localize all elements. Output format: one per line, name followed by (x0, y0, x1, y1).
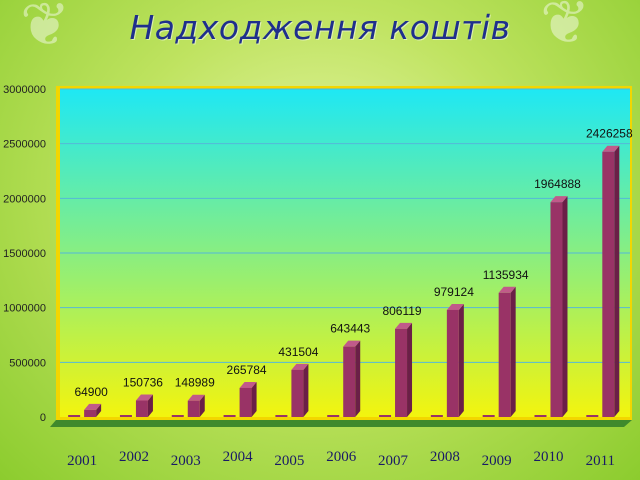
bar-side (303, 363, 309, 417)
y-tick-label: 2500000 (3, 139, 46, 151)
bar-top (395, 322, 413, 329)
bar-top (498, 286, 516, 293)
bar-front (239, 387, 252, 417)
bar-floor-marker (379, 415, 392, 417)
data-label: 148989 (175, 376, 215, 390)
butterfly-decoration-right: ❦ (540, 0, 591, 56)
bar-side (355, 340, 361, 417)
bar-side (96, 403, 102, 417)
bar-front (395, 328, 408, 417)
data-label: 431504 (278, 345, 318, 359)
y-tick-label: 1500000 (3, 248, 46, 260)
bar-front (187, 400, 200, 417)
bar (534, 196, 568, 417)
bar-floor-marker (223, 415, 236, 417)
bar (171, 394, 205, 417)
x-tick-label: 2004 (223, 449, 254, 465)
bar-top (135, 394, 153, 401)
bar-top (187, 394, 205, 401)
bar (223, 381, 257, 417)
bar (275, 363, 309, 417)
bar-floor-marker (534, 415, 547, 417)
butterfly-decoration-left: ❦ (20, 0, 71, 58)
bar-front (498, 292, 511, 417)
x-tick-label: 2009 (482, 453, 512, 469)
bar-floor-marker (482, 415, 495, 417)
bar-floor-marker (68, 415, 81, 417)
bar-side (251, 381, 257, 417)
bar-top (446, 303, 464, 310)
y-tick-label: 2000000 (3, 193, 46, 205)
data-label: 2426258 (586, 127, 633, 141)
bar-side (458, 303, 464, 417)
bar-front (446, 309, 459, 417)
bar-side (510, 286, 516, 417)
bar (586, 145, 620, 417)
bar-side (562, 196, 568, 417)
bar-floor-marker (275, 415, 288, 417)
data-label: 150736 (123, 376, 163, 390)
data-label: 979124 (434, 285, 474, 299)
x-tick-label: 2001 (67, 453, 97, 469)
data-label: 806119 (382, 304, 421, 318)
bar (482, 286, 516, 417)
bar (327, 340, 361, 417)
x-tick-label: 2003 (171, 453, 201, 469)
x-tick-label: 2010 (533, 449, 563, 465)
bar-floor-marker (119, 415, 132, 417)
bar-floor-marker (586, 415, 599, 417)
x-tick-label: 2007 (378, 453, 409, 469)
data-label: 64900 (74, 385, 108, 399)
bar-top (602, 145, 620, 152)
y-tick-label: 0 (40, 412, 46, 424)
chart-floor (50, 420, 632, 427)
bar (379, 322, 413, 417)
x-tick-label: 2011 (586, 453, 615, 469)
x-tick-label: 2005 (274, 453, 304, 469)
data-label: 265784 (227, 363, 267, 377)
x-tick-label: 2008 (430, 449, 460, 465)
bar (68, 403, 102, 417)
slide-title: Надходження коштів (129, 8, 511, 47)
bar (430, 303, 464, 417)
bar-front (291, 369, 304, 417)
bar-floor-marker (327, 415, 340, 417)
bar-front (343, 346, 356, 417)
y-tick-label: 3000000 (3, 84, 46, 96)
bar-top (550, 196, 568, 203)
bar-floor-marker (430, 415, 443, 417)
data-label: 1135934 (483, 268, 529, 282)
bar-side (614, 145, 620, 417)
bar-top (84, 403, 102, 410)
bar-side (199, 394, 205, 417)
x-tick-label: 2002 (119, 449, 149, 465)
bar-top (291, 363, 309, 370)
bar-floor-marker (171, 415, 184, 417)
y-tick-label: 1000000 (3, 303, 46, 315)
data-label: 643443 (330, 322, 370, 336)
bar-front (84, 409, 97, 417)
bar (119, 394, 153, 417)
bar-chart: 0 500000 1000000 1500000 2000000 2500000 30000… (3, 84, 633, 469)
bar-front (135, 400, 148, 417)
data-label: 1964888 (534, 177, 581, 191)
y-tick-label: 500000 (9, 357, 46, 369)
bar-top (343, 340, 361, 347)
bar-front (550, 202, 563, 417)
bar-side (407, 322, 413, 417)
bar-side (147, 394, 153, 417)
x-tick-label: 2006 (326, 449, 357, 465)
bar-front (602, 151, 615, 417)
bar-top (239, 381, 257, 388)
